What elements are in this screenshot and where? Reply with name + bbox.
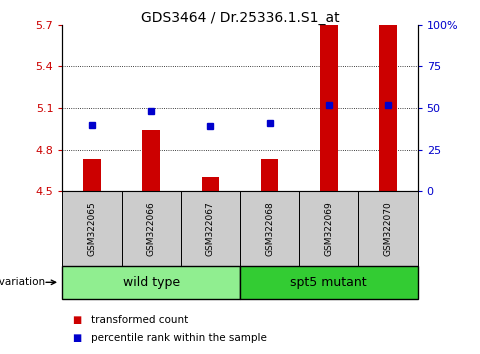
Bar — [181, 191, 240, 266]
Text: ■: ■ — [72, 315, 81, 325]
Text: spt5 mutant: spt5 mutant — [290, 276, 367, 289]
Bar — [121, 191, 181, 266]
Text: GSM322069: GSM322069 — [324, 201, 333, 256]
Bar — [320, 25, 338, 191]
Bar — [202, 177, 219, 191]
Bar — [299, 191, 359, 266]
Text: GSM322070: GSM322070 — [384, 201, 393, 256]
Text: ■: ■ — [72, 333, 81, 343]
Bar — [62, 266, 240, 299]
Bar — [142, 130, 160, 191]
Bar — [83, 159, 101, 191]
Bar — [240, 266, 418, 299]
Text: GSM322065: GSM322065 — [87, 201, 96, 256]
Text: GSM322066: GSM322066 — [147, 201, 156, 256]
Bar — [62, 191, 121, 266]
Bar — [379, 25, 397, 191]
Bar — [261, 159, 278, 191]
Text: GDS3464 / Dr.25336.1.S1_at: GDS3464 / Dr.25336.1.S1_at — [141, 11, 339, 25]
Text: GSM322068: GSM322068 — [265, 201, 274, 256]
Text: GSM322067: GSM322067 — [206, 201, 215, 256]
Text: percentile rank within the sample: percentile rank within the sample — [91, 333, 267, 343]
Bar — [240, 191, 299, 266]
Bar — [359, 191, 418, 266]
Text: wild type: wild type — [122, 276, 180, 289]
Text: transformed count: transformed count — [91, 315, 189, 325]
Text: genotype/variation: genotype/variation — [0, 277, 46, 287]
